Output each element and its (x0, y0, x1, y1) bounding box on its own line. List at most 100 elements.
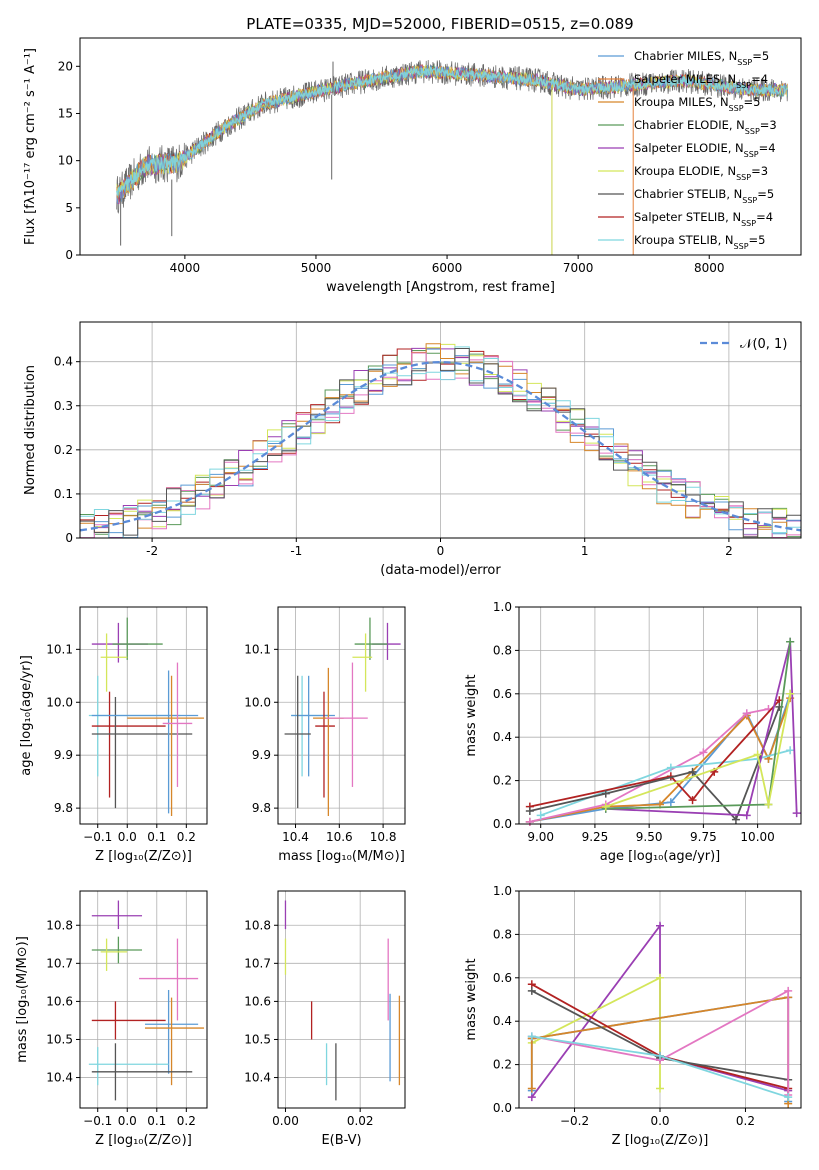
legend-count: =4 (759, 141, 776, 155)
y-tick-label: 0.0 (493, 1101, 512, 1115)
error-point-chabrier-stelib (284, 675, 311, 809)
x-tick-label: 4000 (170, 261, 201, 275)
x-tick-label: 10.4 (282, 830, 309, 844)
error-point-chabrier-elodie (112, 617, 163, 660)
y-tick-label: 0.6 (493, 687, 512, 701)
error-point-pink (139, 938, 199, 1021)
weight-marker (786, 746, 795, 755)
x-tick-label: 2 (725, 544, 733, 558)
y-tick-label: 10 (58, 154, 73, 168)
weight-marker (792, 809, 801, 818)
y-tick-label: 10.8 (244, 918, 271, 932)
error-point-kroupa-miles (127, 675, 205, 817)
y-tick-label: 10.7 (46, 956, 73, 970)
error-point-chabrier-miles (91, 670, 199, 814)
x-tick-label: 9.50 (636, 830, 663, 844)
y-tick-label: 0 (65, 531, 73, 545)
x-axis-label: age [log₁₀(age/yr)] (600, 849, 721, 864)
axes-frame (518, 890, 802, 1109)
legend-subscript: SSP (742, 196, 757, 205)
y-tick-label: 10.4 (244, 1071, 271, 1085)
y-tick-label: 0.8 (493, 927, 512, 941)
weight-marker (753, 750, 762, 759)
y-tick-label: 0.4 (493, 730, 512, 744)
y-tick-label: 0.4 (54, 355, 73, 369)
weight-marker (731, 815, 740, 824)
legend-subscript: SSP (729, 104, 744, 113)
spectrum-line-kroupa-stelib (116, 65, 788, 196)
y-axis-label: Flux [fλ10⁻¹⁷ erg cm⁻² s⁻¹ A⁻¹] (23, 48, 38, 245)
y-tick-label: 10.5 (244, 1032, 271, 1046)
x-tick-label: 0.2 (177, 830, 196, 844)
error-point-kroupa-miles (144, 997, 205, 1086)
error-point-chabrier-elodie (91, 936, 143, 964)
weight-marker (656, 1084, 664, 1093)
error-point-pink (326, 662, 368, 787)
legend-count: =4 (756, 210, 773, 224)
legend-entry-label: Kroupa ELODIE, NSSP=3 (634, 164, 768, 182)
legend-normal-label: 𝒩(0, 1) (740, 337, 787, 352)
legend-subscript: SSP (736, 173, 751, 182)
y-tick-label: 10.1 (46, 642, 73, 656)
error-point-kroupa-elodie (100, 938, 128, 971)
x-tick-label: 9.75 (690, 830, 717, 844)
legend-subscript: SSP (734, 242, 749, 251)
y-axis-label: mass weight (464, 674, 479, 756)
legend-subscript: SSP (744, 150, 759, 159)
x-axis-label: (data-model)/error (380, 563, 501, 578)
x-tick-label: 1 (581, 544, 589, 558)
axes-frame (277, 606, 406, 825)
weight-marker (742, 709, 751, 718)
normal-curve (80, 360, 801, 532)
error-point-chabrier-stelib (91, 1043, 193, 1101)
weight-vs-metallicity-plot: −0.2 0.0 0.2 0.0 0.2 0.4 0.6 0.8 1.0 Z [log₁₀(Z/Z… (464, 884, 802, 1148)
weight-marker (527, 1032, 536, 1041)
weight-line (605, 641, 798, 817)
mass-vs-metallicity-plot: −0.1 0.0 0.1 0.2 10.4 10.5 10.6 10.7 10.8 Z [log₁… (15, 890, 208, 1148)
error-point-salpeter-stelib (91, 1001, 166, 1040)
legend-entry-label: Salpeter STELIB, NSSP=4 (634, 210, 773, 228)
y-tick-label: 0.0 (493, 817, 512, 831)
y-axis-label: Normed distribution (23, 365, 38, 495)
histogram-steps (80, 343, 801, 538)
histogram-chabrier-stelib (80, 348, 801, 538)
x-axis-label: Z [log₁₀(Z/Z⊙)] (95, 849, 192, 864)
legend-count: =5 (757, 187, 774, 201)
spectrum-legend: Chabrier MILES, NSSP=5 Salpeter MILES, NS… (598, 49, 777, 251)
x-tick-label: 10.6 (326, 830, 353, 844)
legend-count: =5 (744, 95, 761, 109)
error-point-chabrier-elodie (354, 617, 388, 660)
y-tick-label: 10.1 (244, 642, 271, 656)
legend-subscript: SSP (741, 219, 756, 228)
weight-marker (666, 763, 675, 772)
y-axis-label: age [log₁₀(age/yr)] (19, 655, 34, 776)
x-tick-label: 5000 (301, 261, 332, 275)
y-tick-label: 10.4 (46, 1071, 73, 1085)
weight-series-kroupa-stelib (527, 1032, 793, 1102)
y-tick-label: 0.1 (54, 487, 73, 501)
x-tick-label: 9.25 (582, 830, 609, 844)
x-tick-label: 8000 (694, 261, 725, 275)
x-tick-label: 0.1 (147, 830, 166, 844)
x-tick-label: −0.1 (83, 830, 112, 844)
weight-marker (688, 767, 697, 776)
x-axis-label: E(B-V) (321, 1133, 361, 1148)
y-axis-label: mass weight (464, 958, 479, 1040)
y-axis-label: mass [log₁₀(M/M⊙)] (15, 936, 30, 1063)
x-tick-label: −0.2 (560, 1114, 589, 1128)
y-tick-label: 10.7 (244, 956, 271, 970)
error-point-kroupa-elodie (352, 633, 373, 692)
weight-marker (601, 789, 610, 798)
axes-frame (79, 321, 802, 539)
x-tick-label: 0.0 (650, 1114, 669, 1128)
x-tick-label: 9.00 (527, 830, 554, 844)
weight-marker (784, 986, 793, 995)
weight-series-kroupa-elodie (601, 689, 795, 811)
weight-marker (742, 811, 751, 820)
y-tick-label: 10.6 (244, 994, 271, 1008)
y-tick-label: 0.4 (493, 1014, 512, 1028)
y-tick-label: 5 (65, 201, 73, 215)
weight-marker (786, 637, 795, 646)
x-axis-label: Z [log₁₀(Z/Z⊙)] (612, 1133, 709, 1148)
